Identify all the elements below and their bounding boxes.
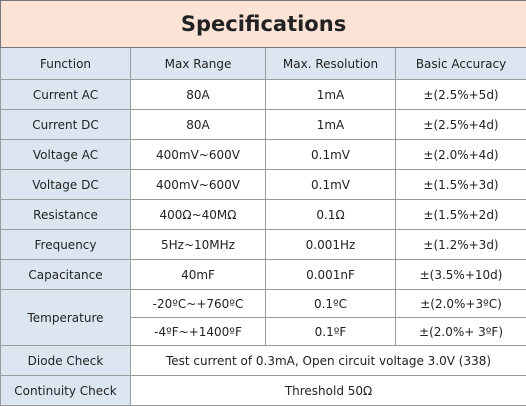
cell: -4ºF~+1400ºF — [130, 317, 266, 346]
cell: ±(2.5%+4d) — [394, 109, 526, 140]
cell: ±(1.5%+2d) — [394, 199, 526, 230]
cell: ±(3.5%+10d) — [394, 259, 526, 290]
cell: 0.1ºC — [265, 289, 396, 318]
cell: 0.001nF — [265, 259, 396, 290]
cell: -20ºC~+760ºC — [130, 289, 266, 318]
cell: 5Hz~10MHz — [130, 229, 266, 260]
header-cell: Basic Accuracy — [394, 47, 526, 80]
function-cell: Resistance — [0, 199, 131, 230]
function-cell: Current DC — [0, 109, 131, 140]
function-cell: Voltage AC — [0, 139, 131, 170]
cell: 0.1mV — [265, 139, 396, 170]
header-cell: Max. Resolution — [265, 47, 396, 80]
cell: 0.1Ω — [265, 199, 396, 230]
function-cell: Temperature — [0, 289, 131, 346]
cell: 0.1mV — [265, 169, 396, 200]
cell: ±(2.0%+3ºC) — [394, 289, 526, 318]
header-cell: Max Range — [130, 47, 266, 80]
cell: Threshold 50Ω — [129, 375, 526, 406]
cell: ±(2.0%+ 3ºF) — [394, 317, 526, 346]
cell: ±(2.5%+5d) — [394, 79, 526, 110]
cell: ±(1.5%+3d) — [394, 169, 526, 200]
cell: 400mV~600V — [130, 139, 266, 170]
cell: 0.1ºF — [265, 317, 396, 346]
function-cell: Voltage DC — [0, 169, 131, 200]
cell: 80A — [130, 109, 266, 140]
header-cell: Function — [0, 47, 131, 80]
function-cell: Capacitance — [0, 259, 131, 290]
function-cell: Diode Check — [0, 345, 131, 376]
cell: 80A — [130, 79, 266, 110]
cell: Test current of 0.3mA, Open circuit volt… — [129, 345, 526, 376]
cell: 1mA — [265, 109, 396, 140]
table-title: Specifications — [0, 0, 526, 48]
cell: 400Ω~40MΩ — [130, 199, 266, 230]
cell: 1mA — [265, 79, 396, 110]
cell: 40mF — [130, 259, 266, 290]
cell: ±(2.0%+4d) — [394, 139, 526, 170]
cell: ±(1.2%+3d) — [394, 229, 526, 260]
function-cell: Continuity Check — [0, 375, 131, 406]
cell: 400mV~600V — [130, 169, 266, 200]
function-cell: Frequency — [0, 229, 131, 260]
function-cell: Current AC — [0, 79, 131, 110]
cell: 0.001Hz — [265, 229, 396, 260]
